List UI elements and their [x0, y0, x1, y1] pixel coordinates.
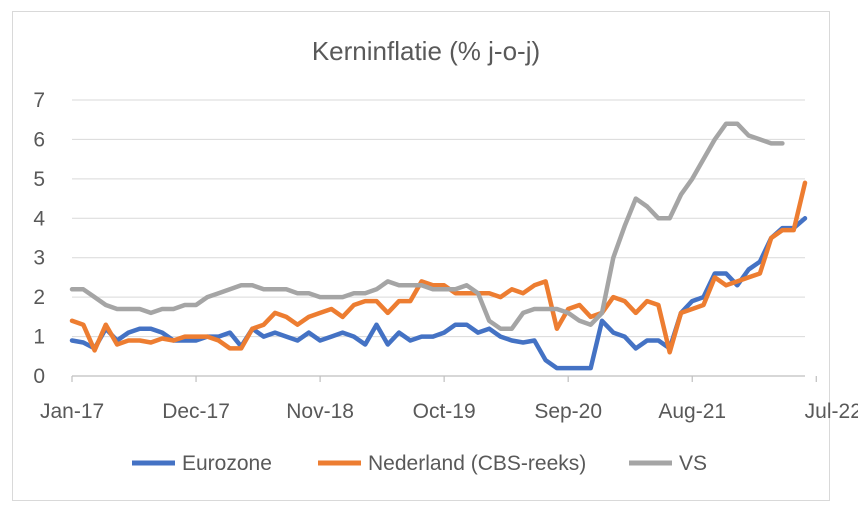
x-tick-label: Dec-17	[162, 400, 230, 423]
series-lines	[69, 121, 808, 371]
series-line-vs	[69, 121, 785, 331]
y-axis-ticks: 0 1 2 3 4 5 6 7	[33, 89, 45, 388]
y-tick-label: 7	[33, 89, 45, 112]
x-tick-label: Jul-22	[805, 400, 858, 423]
y-tick-label: 6	[33, 128, 45, 151]
y-tick-label: 0	[33, 365, 45, 388]
y-tick-label: 4	[33, 207, 45, 230]
x-tick-label: Aug-21	[658, 400, 726, 423]
legend-nederland-label: Nederland (CBS-reeks)	[368, 452, 586, 475]
y-tick-label: 3	[33, 247, 45, 270]
legend: Eurozone Nederland (CBS-reeks) VS	[132, 452, 707, 475]
y-tick-label: 5	[33, 168, 45, 191]
legend-eurozone-label: Eurozone	[182, 452, 272, 475]
chart-title: Kerninflatie (% j-o-j)	[312, 36, 540, 66]
chart-frame	[12, 11, 830, 501]
series-line-nederland-cbs-reeks	[69, 180, 808, 355]
y-tick-label: 2	[33, 286, 45, 309]
x-tick-label: Sep-20	[534, 400, 602, 423]
x-tick-label: Jan-17	[40, 400, 104, 423]
x-tick-label: Nov-18	[286, 400, 354, 423]
x-axis: Jan-17 Dec-17 Nov-18 Oct-19 Sep-20 Aug-21 Jul-…	[40, 375, 858, 423]
y-tick-label: 1	[33, 326, 45, 349]
series-line-eurozone	[69, 216, 808, 371]
x-tick-label: Oct-19	[413, 400, 476, 423]
legend-vs-label: VS	[679, 452, 707, 475]
